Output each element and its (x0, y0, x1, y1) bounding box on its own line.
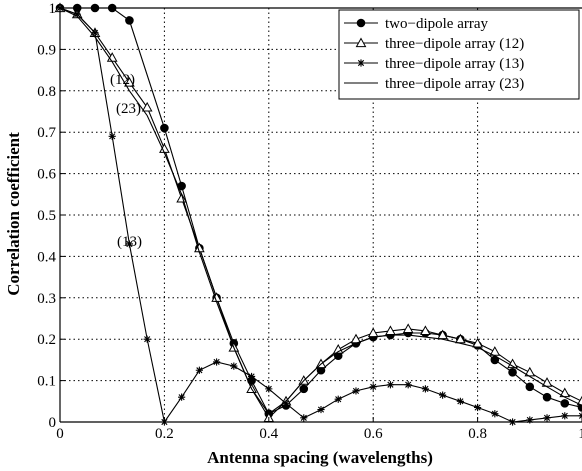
data-point (402, 323, 414, 333)
data-point (420, 325, 431, 336)
series-line (59, 7, 582, 415)
data-point (507, 358, 518, 369)
data-point (421, 385, 429, 393)
x-tick-label: 0.8 (468, 426, 487, 442)
legend-label: two−dipole array (385, 16, 489, 32)
x-tick-label: 0.2 (155, 426, 174, 442)
series-layer (54, 2, 582, 426)
data-point (526, 416, 534, 424)
x-tick-label: 0 (56, 426, 64, 442)
annotation-23: (23) (116, 101, 141, 117)
axes (59, 7, 582, 423)
legend-label: three−dipole array (12) (385, 36, 524, 52)
x-tick-label: 1 (578, 426, 582, 442)
x-tick-label: 0.6 (364, 426, 383, 442)
data-point (125, 16, 134, 25)
data-point (543, 414, 551, 422)
data-point (247, 372, 256, 381)
legend-entry-1: two−dipole array (344, 16, 489, 32)
data-point (385, 325, 396, 336)
tick-labels: 0 0.2 0.4 0.6 0.8 1 0 0.1 0.2 0.3 0.4 0.5 0.6 0.7 0.8 0… (37, 1, 582, 442)
legend-entry-4: three−dipole array (23) (344, 76, 524, 92)
data-point (542, 392, 552, 402)
data-point (508, 368, 517, 377)
legend-label: three−dipole array (23) (385, 76, 524, 92)
series-4 (59, 7, 582, 415)
annotation-12: (12) (110, 72, 135, 88)
data-point (317, 405, 325, 414)
data-point (404, 381, 412, 389)
data-point (491, 410, 499, 418)
data-point (456, 397, 464, 405)
y-tick-label: 0.9 (37, 42, 56, 58)
data-point (578, 412, 582, 420)
data-point (141, 101, 153, 112)
y-tick-label: 0.5 (37, 208, 56, 224)
data-point (178, 393, 186, 401)
data-point (576, 395, 582, 406)
y-tick-label: 0.4 (37, 249, 56, 265)
data-point (230, 362, 238, 370)
data-point (265, 385, 273, 393)
data-point (386, 381, 395, 389)
data-point (125, 240, 134, 248)
data-point (124, 76, 135, 87)
x-tick-label: 0.4 (259, 426, 278, 442)
legend-label: three−dipole array (13) (385, 56, 524, 72)
data-point (160, 123, 169, 133)
annotation-13: (13) (117, 234, 142, 250)
y-tick-label: 0.3 (37, 291, 56, 307)
y-tick-label: 1 (49, 1, 57, 17)
y-axis-label: Correlation coefficient (4, 132, 23, 296)
data-point (439, 391, 447, 399)
data-point (577, 403, 582, 412)
legend-entry-2: three−dipole array (12) (344, 36, 524, 52)
data-point (525, 382, 535, 392)
data-point (213, 358, 221, 366)
data-point (352, 387, 360, 395)
data-point (474, 403, 482, 412)
y-tick-label: 0.6 (37, 167, 56, 183)
data-point (300, 414, 308, 422)
data-point (143, 335, 151, 343)
data-point (195, 366, 203, 374)
y-tick-label: 0.7 (37, 125, 56, 141)
data-point (357, 59, 365, 67)
legend-entry-3: three−dipole array (13) (344, 56, 524, 72)
data-point (299, 384, 309, 394)
y-tick-label: 0.2 (37, 332, 56, 348)
data-point (73, 10, 81, 18)
data-point (91, 29, 99, 37)
y-tick-label: 0.8 (37, 84, 56, 100)
x-axis-label: Antenna spacing (wavelengths) (207, 448, 433, 467)
data-point (356, 18, 366, 28)
legend: two−dipole array three−dipole array (12) t… (338, 9, 580, 100)
data-point (560, 399, 570, 408)
data-point (282, 399, 290, 407)
data-point (355, 37, 367, 48)
legend-box (338, 9, 580, 100)
y-tick-label: 0.1 (37, 374, 56, 390)
data-point (108, 132, 116, 140)
data-point (334, 395, 342, 403)
y-tick-label: 0 (49, 415, 57, 431)
data-point (369, 383, 377, 391)
data-point (561, 412, 569, 420)
